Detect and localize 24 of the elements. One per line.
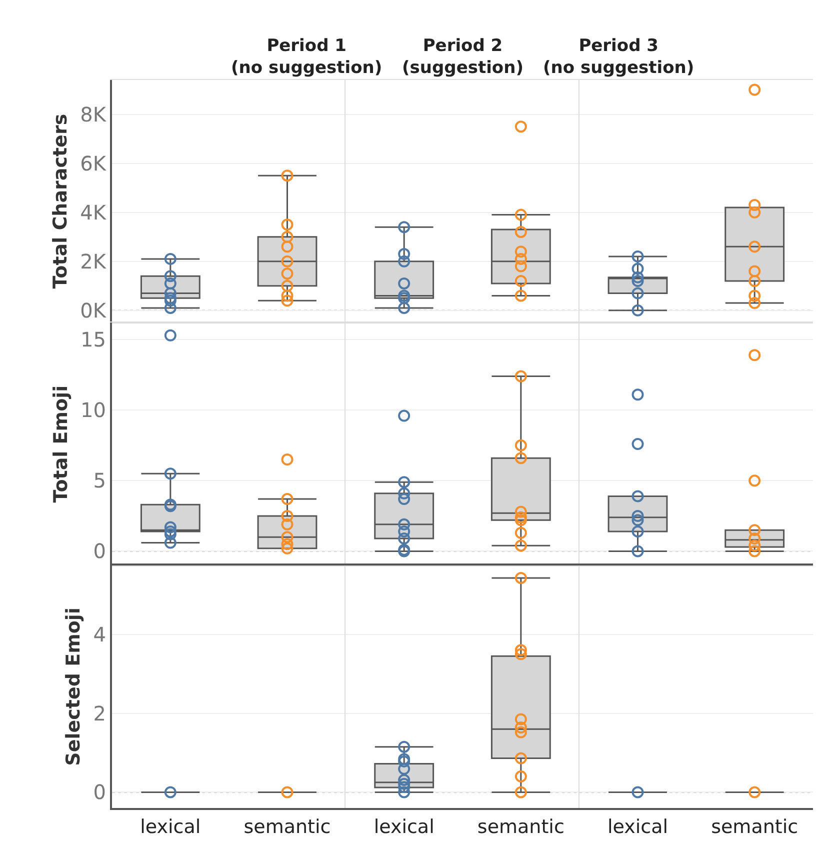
x-tick-label: semantic — [711, 816, 798, 838]
chart-title: Period 2 (suggestion) — [402, 36, 524, 78]
y-tick-label: 8K — [80, 102, 107, 126]
y-tick-label: 2 — [93, 701, 106, 726]
y-tick-label: 5 — [93, 468, 106, 493]
y-tick-label: 4 — [93, 622, 106, 646]
y-axis-title: Total Emoji — [50, 385, 72, 503]
y-tick-label: 0 — [93, 780, 106, 804]
y-axis-title: Selected Emoji — [62, 608, 85, 766]
y-tick-label: 15 — [80, 328, 106, 352]
chart-title: Period 1 (no suggestion) — [231, 36, 382, 78]
y-tick-label: 4K — [80, 200, 107, 224]
y-tick-label: 10 — [80, 398, 106, 422]
y-axis-title: Total Characters — [50, 114, 72, 289]
x-tick-label: lexical — [374, 816, 434, 838]
x-tick-label: lexical — [140, 816, 201, 838]
y-tick-label: 0K — [80, 298, 107, 322]
x-tick-label: semantic — [477, 816, 564, 838]
y-tick-label: 6K — [80, 151, 107, 176]
chart-title: Period 3 (no suggestion) — [543, 36, 694, 78]
x-tick-label: lexical — [607, 816, 668, 838]
y-tick-label: 0 — [93, 539, 106, 564]
x-tick-label: semantic — [244, 816, 331, 838]
y-tick-label: 2K — [80, 249, 107, 274]
